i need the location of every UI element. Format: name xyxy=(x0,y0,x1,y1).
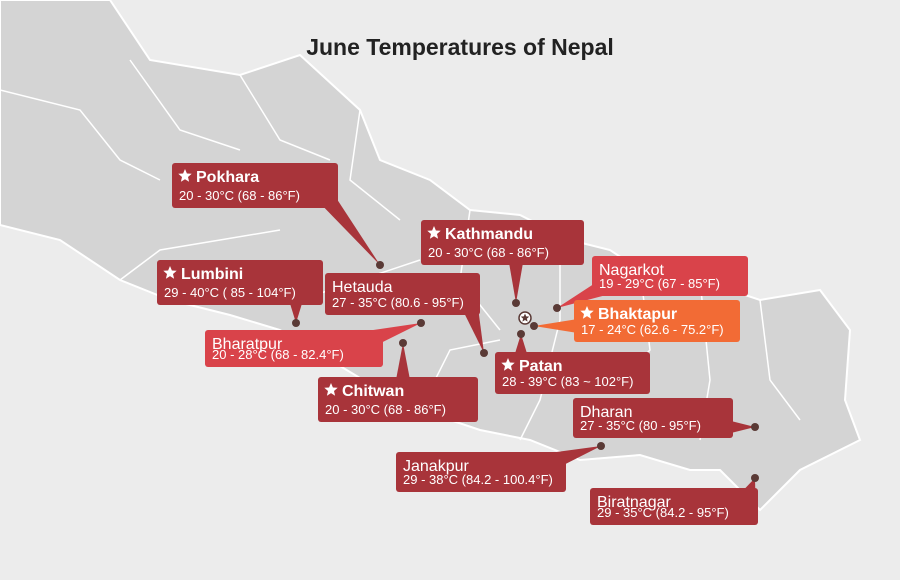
city-dot xyxy=(399,339,407,347)
city-temperature: 29 - 40°C ( 85 - 104°F) xyxy=(164,285,296,300)
city-temperature: 20 - 30°C (68 - 86°F) xyxy=(179,188,300,203)
city-dot xyxy=(512,299,520,307)
city-dot xyxy=(417,319,425,327)
callout-box xyxy=(592,256,748,296)
star-icon xyxy=(163,266,177,279)
city-temperature: 28 - 39°C (83 ~ 102°F) xyxy=(502,374,633,389)
city-name: Patan xyxy=(519,358,563,375)
city-name: Pokhara xyxy=(196,169,259,186)
city-name: Dharan xyxy=(580,404,632,421)
callout-box xyxy=(157,260,323,305)
callout-pointer xyxy=(462,304,484,353)
city-temperature: 19 - 29°C (67 - 85°F) xyxy=(599,276,720,291)
city-name: Lumbini xyxy=(181,266,243,283)
city-temperature: 29 - 35°C (84.2 - 95°F) xyxy=(597,505,729,520)
callout-box xyxy=(573,398,733,438)
city-temperature: 29 - 38°C (84.2 - 100.4°F) xyxy=(403,472,553,487)
callout-box xyxy=(590,488,758,525)
callout: Kathmandu 20 - 30°C (68 - 86°F) xyxy=(421,220,584,307)
callout-pointer xyxy=(508,257,524,303)
city-name: Janakpur xyxy=(403,458,469,475)
city-temperature: 20 - 30°C (68 - 86°F) xyxy=(325,402,446,417)
callout: Chitwan 20 - 30°C (68 - 86°F) xyxy=(318,339,478,422)
city-dot xyxy=(376,261,384,269)
callout-pointer xyxy=(321,195,380,265)
star-icon xyxy=(324,383,338,396)
star-icon xyxy=(427,226,441,239)
city-dot xyxy=(517,330,525,338)
callout-box xyxy=(325,273,480,315)
city-dot xyxy=(751,474,759,482)
callout-box xyxy=(205,330,383,367)
city-name: Chitwan xyxy=(342,383,404,400)
city-name: Bharatpur xyxy=(212,336,283,353)
city-name: Bhaktapur xyxy=(598,306,677,323)
callout-box xyxy=(421,220,584,265)
callout-box xyxy=(172,163,338,208)
title: June Temperatures of Nepal xyxy=(306,34,614,60)
callout-pointer xyxy=(534,318,584,334)
city-name: Hetauda xyxy=(332,279,393,296)
city-temperature: 17 - 24°C (62.6 - 75.2°F) xyxy=(581,322,724,337)
star-icon xyxy=(580,306,594,319)
capital-star xyxy=(520,313,530,322)
callout-pointer xyxy=(370,323,421,346)
callout-box xyxy=(318,377,478,422)
star-icon xyxy=(501,358,515,371)
callout: Lumbini 29 - 40°C ( 85 - 104°F) xyxy=(157,260,323,327)
city-temperature: 20 - 28°C (68 - 82.4°F) xyxy=(212,347,344,362)
city-temperature: 27 - 35°C (80.6 - 95°F) xyxy=(332,295,464,310)
city-dot xyxy=(553,304,561,312)
city-name: Kathmandu xyxy=(445,226,533,243)
city-dot xyxy=(292,319,300,327)
city-dot xyxy=(751,423,759,431)
callout-box xyxy=(495,352,650,394)
city-temperature: 27 - 35°C (80 - 95°F) xyxy=(580,418,701,433)
callout-box xyxy=(574,300,740,342)
callout: Pokhara 20 - 30°C (68 - 86°F) xyxy=(172,163,384,269)
city-temperature: 20 - 30°C (68 - 86°F) xyxy=(428,245,549,260)
star-icon xyxy=(178,169,192,182)
callout-pointer xyxy=(395,343,411,385)
city-name: Nagarkot xyxy=(599,262,664,279)
callout-box xyxy=(396,452,566,492)
city-dot xyxy=(530,322,538,330)
city-dot xyxy=(480,349,488,357)
city-name: Biratnagar xyxy=(597,494,671,511)
city-dot xyxy=(597,442,605,450)
